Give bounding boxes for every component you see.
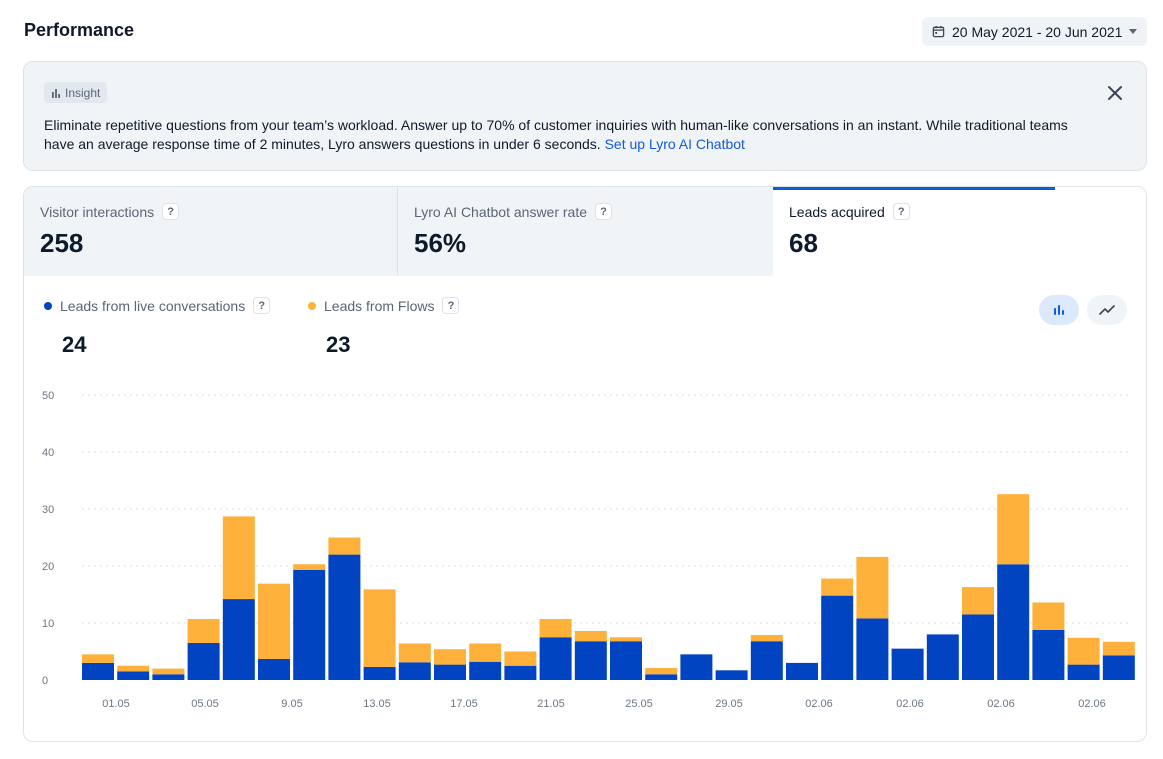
- tab-lyro-answer-rate-value: 56%: [414, 228, 467, 258]
- date-range-picker[interactable]: 20 May 2021 - 20 Jun 2021: [922, 17, 1147, 46]
- metric-tabs: Visitor interactions ? 258 Lyro AI Chatb…: [24, 187, 1146, 277]
- legend-dot-flows: [308, 301, 316, 310]
- legend-flows-label: Leads from Flows: [324, 297, 435, 314]
- help-icon[interactable]: ?: [162, 203, 180, 220]
- bar-chart-view-button[interactable]: [1039, 295, 1079, 325]
- tab-visitor-interactions-label: Visitor interactions: [40, 203, 155, 220]
- help-icon[interactable]: ?: [442, 297, 460, 314]
- insight-text: Eliminate repetitive questions from your…: [44, 116, 1084, 154]
- tab-leads-acquired-label: Leads acquired: [789, 203, 885, 220]
- close-icon[interactable]: [1106, 84, 1124, 102]
- tab-lyro-answer-rate-label: Lyro AI Chatbot answer rate: [414, 203, 588, 220]
- legend-flows-head: Leads from Flows ?: [308, 297, 460, 314]
- line-chart-view-button[interactable]: [1087, 295, 1127, 325]
- tab-label-leads-acquired: Leads acquired ?: [789, 203, 1132, 220]
- insight-badge-label: Insight: [65, 85, 101, 100]
- insight-message: Eliminate repetitive questions from your…: [44, 117, 1068, 152]
- legend-flows: Leads from Flows ? 23: [308, 297, 460, 358]
- legend-live-head: Leads from live conversations ?: [44, 297, 271, 314]
- legend-dot-live: [44, 301, 52, 310]
- bar-chart-icon: [1054, 305, 1064, 315]
- bar-chart-icon: [52, 88, 60, 98]
- tab-leads-acquired[interactable]: Leads acquired ? 68: [773, 187, 1146, 276]
- tab-visitor-interactions-value: 258: [40, 228, 84, 258]
- tab-visitor-interactions[interactable]: Visitor interactions ? 258: [24, 187, 398, 276]
- help-icon[interactable]: ?: [595, 203, 613, 220]
- insight-badge: Insight: [44, 82, 108, 103]
- legend-live-value: 24: [62, 332, 87, 357]
- help-icon[interactable]: ?: [892, 203, 910, 220]
- line-chart-icon: [1099, 305, 1115, 315]
- caret-down-icon: [1129, 29, 1137, 34]
- active-tab-indicator: [773, 187, 1055, 190]
- insight-banner: Insight Eliminate repetitive questions f…: [23, 61, 1147, 171]
- legend-live-conversations: Leads from live conversations ? 24: [44, 297, 271, 358]
- date-range-text: 20 May 2021 - 20 Jun 2021: [952, 23, 1123, 40]
- legend-live-label: Leads from live conversations: [60, 297, 246, 314]
- help-icon[interactable]: ?: [253, 297, 271, 314]
- performance-card: Visitor interactions ? 258 Lyro AI Chatb…: [23, 186, 1147, 742]
- calendar-icon: [932, 25, 945, 38]
- tab-label-visitor-interactions: Visitor interactions ?: [40, 203, 381, 220]
- tab-label-lyro-answer-rate: Lyro AI Chatbot answer rate ?: [414, 203, 757, 220]
- legend-flows-value: 23: [326, 332, 351, 357]
- page-title: Performance: [24, 20, 135, 40]
- tab-leads-acquired-value: 68: [789, 228, 818, 258]
- setup-lyro-link[interactable]: Set up Lyro AI Chatbot: [604, 136, 745, 152]
- tab-lyro-answer-rate[interactable]: Lyro AI Chatbot answer rate ? 56%: [398, 187, 773, 276]
